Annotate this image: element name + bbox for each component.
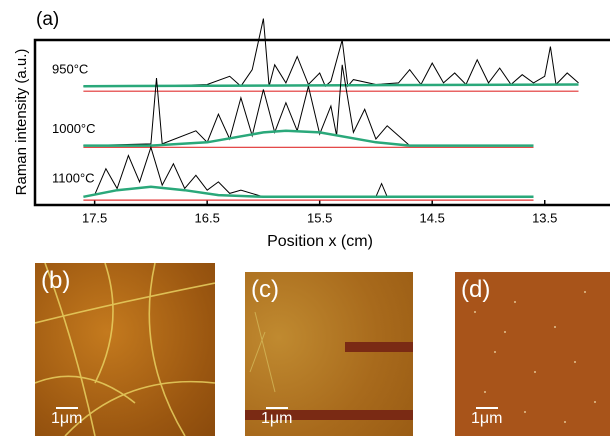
- scale-bar: 1μm: [471, 407, 502, 428]
- afm-image: (d) 1μm: [455, 272, 610, 436]
- x-axis-label: Position x (cm): [267, 233, 373, 250]
- data-line: [83, 19, 578, 87]
- chart: (a) Raman intensity (a.u.) Position x (c…: [0, 0, 610, 262]
- afm-image: (b) 1μm: [35, 263, 215, 436]
- data-line: [95, 147, 534, 197]
- data-line: [83, 65, 533, 146]
- x-tick-label: 13.5: [532, 210, 557, 225]
- y-axis-label: Raman intensity (a.u.): [13, 49, 30, 196]
- scale-label: 1μm: [471, 410, 502, 427]
- series-label: 1000°C: [52, 121, 96, 136]
- scale-bar: 1μm: [51, 407, 82, 428]
- panel-label: (b): [41, 267, 70, 295]
- panel-label: (d): [461, 276, 490, 304]
- scale-label: 1μm: [261, 410, 292, 427]
- figure: (a) Raman intensity (a.u.) Position x (c…: [0, 0, 610, 436]
- x-tick-label: 17.5: [82, 210, 107, 225]
- plot-frame: [35, 40, 610, 205]
- afm-image: (c) 1μm: [245, 272, 413, 436]
- panel-label: (c): [251, 276, 279, 304]
- x-tick-label: 14.5: [420, 210, 445, 225]
- scale-label: 1μm: [51, 410, 82, 427]
- fit-line: [83, 187, 533, 197]
- scale-bar: 1μm: [261, 407, 292, 428]
- x-tick-label: 15.5: [307, 210, 332, 225]
- x-tick-label: 16.5: [195, 210, 220, 225]
- series-label: 950°C: [52, 62, 88, 77]
- panel-label: (a): [36, 9, 59, 30]
- series-label: 1100°C: [52, 171, 95, 186]
